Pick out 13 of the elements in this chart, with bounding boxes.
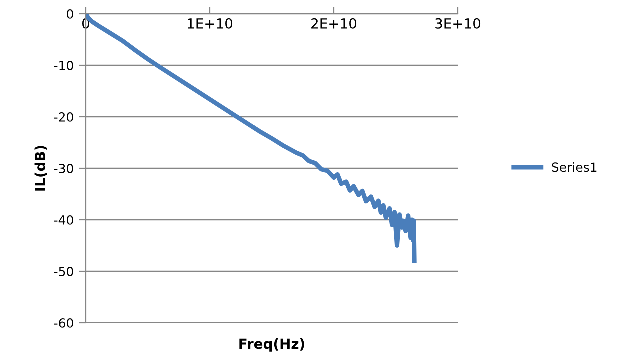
y-tick-label: -30: [54, 164, 74, 174]
y-tick-label: -60: [54, 318, 74, 328]
y-tick-label: -10: [54, 60, 74, 70]
x-tick-label: 1E+10: [188, 18, 233, 29]
y-tick-label: -20: [54, 112, 74, 122]
y-tick-label: -50: [54, 266, 74, 276]
y-tick-label: 0: [67, 9, 74, 19]
y-axis-title: IL(dB): [34, 146, 48, 191]
y-tick-label: -40: [54, 215, 74, 225]
x-axis-title: Freq(Hz): [240, 338, 304, 352]
x-tick-label: 2E+10: [312, 18, 357, 29]
x-tick-label: 3E+10: [436, 18, 481, 29]
legend-label: Series1: [552, 162, 597, 172]
